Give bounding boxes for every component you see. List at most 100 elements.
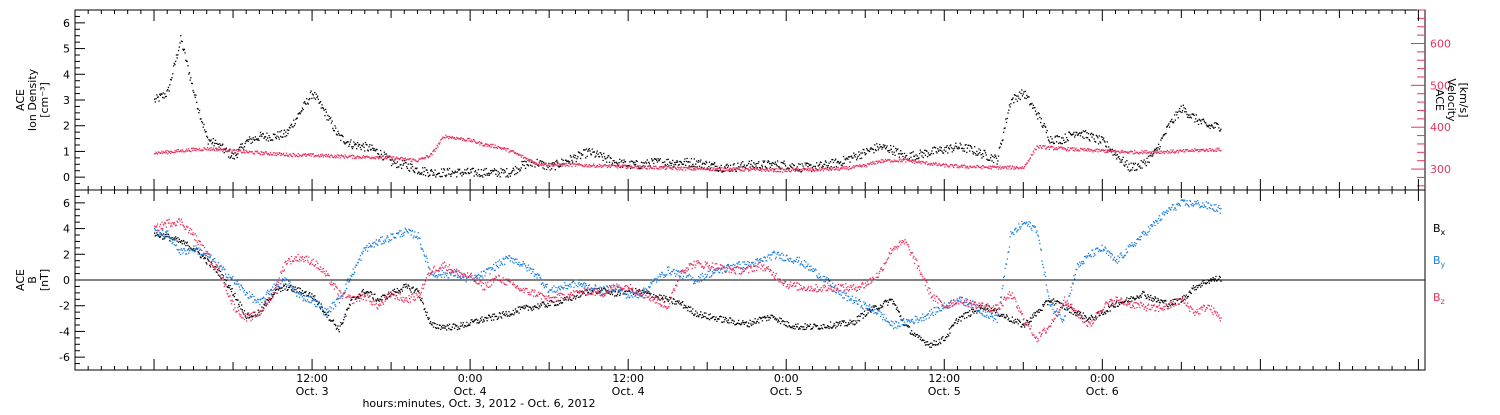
density-point bbox=[432, 171, 433, 172]
velocity-point bbox=[926, 161, 927, 162]
bx-point bbox=[680, 303, 681, 304]
density-point bbox=[510, 176, 511, 177]
velocity-point bbox=[593, 163, 594, 164]
density-point bbox=[653, 163, 654, 164]
bx-point bbox=[508, 315, 509, 316]
velocity-point bbox=[946, 164, 947, 165]
bx-point bbox=[519, 306, 520, 307]
velocity-point bbox=[543, 165, 544, 166]
density-point bbox=[851, 156, 852, 157]
density-point bbox=[1055, 136, 1056, 137]
density-point bbox=[860, 152, 861, 153]
bx-point bbox=[380, 299, 381, 300]
velocity-point bbox=[199, 148, 200, 149]
density-point bbox=[505, 171, 506, 172]
density-point bbox=[700, 161, 701, 162]
density-point bbox=[331, 122, 332, 123]
density-point bbox=[425, 175, 426, 176]
density-point bbox=[190, 80, 191, 81]
velocity-point bbox=[439, 143, 440, 144]
velocity-point bbox=[385, 156, 386, 157]
density-point bbox=[869, 151, 870, 152]
bx-point bbox=[440, 329, 441, 330]
velocity-point bbox=[702, 167, 703, 168]
velocity-point bbox=[744, 170, 745, 171]
velocity-point bbox=[1055, 149, 1056, 150]
density-point bbox=[927, 156, 928, 157]
bx-point bbox=[1101, 313, 1102, 314]
velocity-point bbox=[566, 163, 567, 164]
bx-point bbox=[403, 287, 404, 288]
bx-point bbox=[754, 322, 755, 323]
density-point bbox=[547, 167, 548, 168]
velocity-point bbox=[732, 170, 733, 171]
bx-point bbox=[1063, 305, 1064, 306]
density-point bbox=[1180, 111, 1181, 112]
density-point bbox=[195, 97, 196, 98]
bx-point bbox=[337, 328, 338, 329]
velocity-point bbox=[321, 156, 322, 157]
density-point bbox=[920, 150, 921, 151]
velocity-point bbox=[174, 150, 175, 151]
velocity-point bbox=[565, 166, 566, 167]
bx-point bbox=[426, 315, 427, 316]
density-point bbox=[218, 144, 219, 145]
density-point bbox=[752, 166, 753, 167]
bx-point bbox=[924, 342, 925, 343]
velocity-point bbox=[900, 161, 901, 162]
density-point bbox=[997, 163, 998, 164]
density-point bbox=[349, 144, 350, 145]
velocity-point bbox=[905, 159, 906, 160]
velocity-point bbox=[784, 169, 785, 170]
density-point bbox=[1203, 119, 1204, 120]
density-point bbox=[1112, 149, 1113, 150]
bx-point bbox=[1068, 308, 1069, 309]
density-point bbox=[755, 164, 756, 165]
velocity-point bbox=[275, 153, 276, 154]
density-point bbox=[542, 167, 543, 168]
velocity-point bbox=[1167, 153, 1168, 154]
velocity-point bbox=[956, 164, 957, 165]
bx-point bbox=[1023, 323, 1024, 324]
velocity-point bbox=[474, 141, 475, 142]
bx-point bbox=[704, 312, 705, 313]
density-point bbox=[516, 173, 517, 174]
density-point bbox=[526, 161, 527, 162]
bx-point bbox=[217, 269, 218, 270]
velocity-point bbox=[1026, 164, 1027, 165]
density-point bbox=[187, 61, 188, 62]
density-point bbox=[544, 168, 545, 169]
density-point bbox=[321, 107, 322, 108]
density-point bbox=[862, 152, 863, 153]
bx-point bbox=[879, 308, 880, 309]
bx-point bbox=[500, 313, 501, 314]
velocity-point bbox=[521, 156, 522, 157]
bx-point bbox=[411, 291, 412, 292]
velocity-point bbox=[658, 168, 659, 169]
density-point bbox=[842, 165, 843, 166]
bx-point bbox=[1141, 293, 1142, 294]
bx-point bbox=[1036, 315, 1037, 316]
density-point bbox=[1085, 130, 1086, 131]
bx-point bbox=[939, 342, 940, 343]
density-point bbox=[459, 169, 460, 170]
velocity-point bbox=[556, 165, 557, 166]
bx-point bbox=[578, 297, 579, 298]
density-point bbox=[913, 151, 914, 152]
density-point bbox=[489, 173, 490, 174]
density-point bbox=[305, 104, 306, 105]
density-point bbox=[686, 161, 687, 162]
velocity-point bbox=[332, 155, 333, 156]
density-point bbox=[1152, 156, 1153, 157]
density-point bbox=[1086, 132, 1087, 133]
bx-point bbox=[1096, 318, 1097, 319]
density-point bbox=[923, 153, 924, 154]
bx-point bbox=[405, 286, 406, 287]
velocity-point bbox=[262, 154, 263, 155]
bx-point bbox=[750, 323, 751, 324]
density-point bbox=[1093, 134, 1094, 135]
velocity-point bbox=[545, 164, 546, 165]
density-point bbox=[1178, 111, 1179, 112]
density-point bbox=[297, 118, 298, 119]
density-point bbox=[945, 151, 946, 152]
